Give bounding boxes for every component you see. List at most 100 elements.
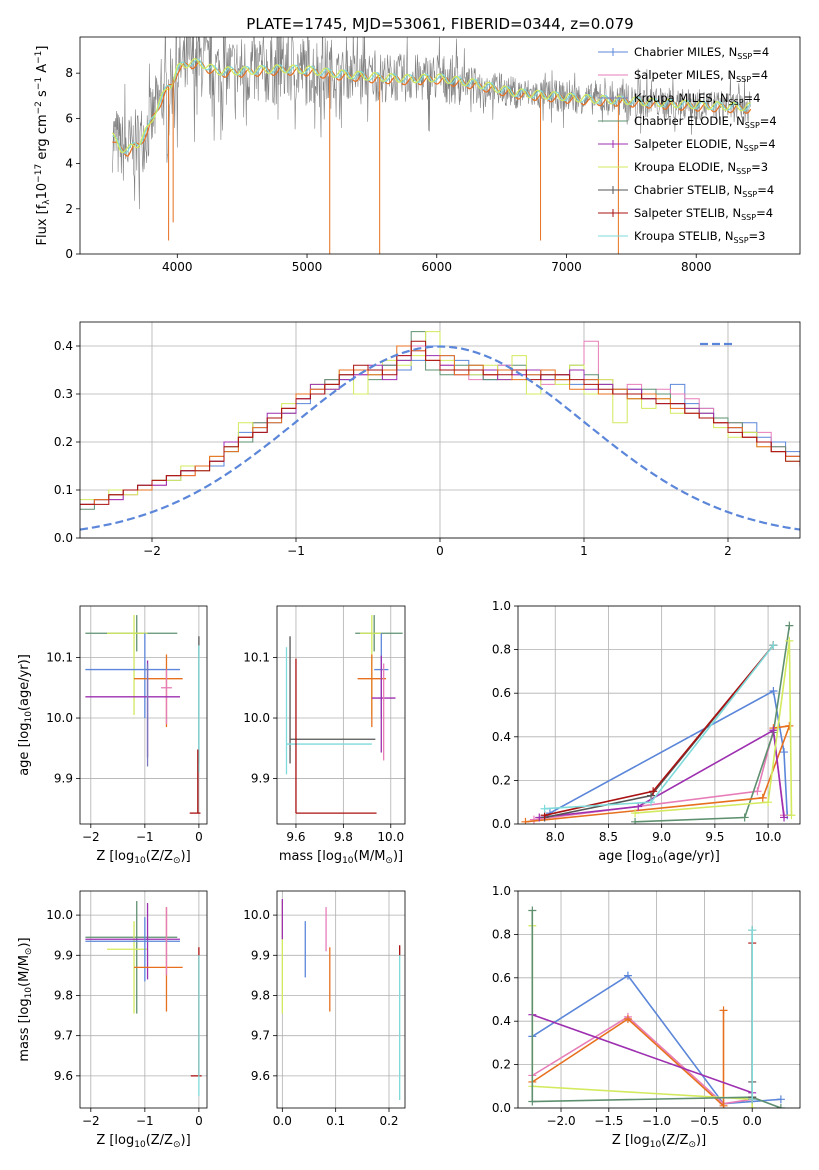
residual-histogram-panel: −2 −1 0 1 2 0.0 0.1 0.2 0.3 0.4 (54, 321, 801, 558)
plot-area (521, 621, 796, 824)
y-tick-label: 9.9 (251, 772, 270, 786)
legend-label: Salpeter ELODIE, NSSP=4 (634, 137, 776, 153)
figure-title: PLATE=1745, MJD=53061, FIBERID=0344, z=0… (246, 15, 633, 33)
legend-label-name: Kroupa ELODIE, N (634, 160, 736, 174)
series-point (785, 721, 794, 730)
y-axis-label-part: ] (35, 46, 50, 51)
series-point (740, 813, 749, 822)
axes-frame (276, 605, 406, 825)
x-axis-label-part: )] (393, 849, 403, 864)
x-tick-label: 9.5 (705, 830, 724, 844)
x-tick-label: −0.5 (690, 1114, 719, 1128)
series-line (525, 724, 791, 823)
y-tick-label: 2 (65, 202, 73, 216)
x-tick-label: −1.5 (594, 1114, 623, 1128)
y-axis-label-part: age [log (17, 723, 32, 776)
plot-area (80, 331, 800, 531)
histogram-series (80, 340, 800, 510)
series-point (776, 1104, 785, 1108)
legend-label-suffix: =4 (752, 45, 769, 59)
x-axis-label-part: ⊙ (688, 1140, 696, 1150)
series-point (748, 1104, 757, 1108)
legend-label-name: Kroupa MILES, N (634, 91, 729, 105)
x-axis-label: Z [log10(Z/Z⊙)] (612, 1133, 706, 1150)
plot-area (111, 37, 752, 254)
series-line (531, 910, 782, 1108)
x-tick-label: −2 (82, 1114, 100, 1128)
plot-area (528, 906, 785, 1108)
mass-vs-metallicity-panel: −2 −1 09.69.79.89.910.0Z [log10(Z/Z⊙)]mass… (17, 890, 208, 1150)
y-tick-label: 0.4 (492, 730, 511, 744)
x-axis-label-part: ⊙ (385, 856, 393, 866)
legend-label-sub: SSP (736, 75, 751, 84)
y-tick-label: 0.8 (492, 927, 511, 941)
x-tick-label: 1 (580, 544, 588, 558)
series-point (780, 748, 789, 757)
legend-label: Kroupa STELIB, NSSP=3 (634, 229, 765, 245)
plot-area (85, 901, 202, 1096)
x-tick-label: −1 (136, 830, 154, 844)
x-axis-label-part: )] (696, 1133, 706, 1148)
x-axis-label-part: 10 (651, 856, 663, 866)
series-point (521, 817, 530, 824)
x-axis-label: Z [log10(Z/Z⊙)] (96, 1133, 190, 1150)
x-tick-label: 0 (195, 830, 203, 844)
x-tick-label: −1 (287, 544, 305, 558)
y-axis-label-part: −17 (34, 164, 44, 183)
x-tick-label: 0.0 (743, 1114, 762, 1128)
x-tick-label: 10.0 (377, 830, 404, 844)
legend-label: Chabrier MILES, NSSP=4 (634, 45, 769, 61)
y-axis-label-part: 10 (24, 711, 34, 723)
legend-label-suffix: =3 (749, 229, 766, 243)
x-tick-label: 2 (724, 544, 732, 558)
y-tick-label: 6 (65, 111, 73, 125)
x-tick-label: 0.1 (326, 1114, 345, 1128)
x-tick-label: 6000 (421, 260, 452, 274)
legend-label-name: Salpeter MILES, N (634, 68, 736, 82)
legend-label-suffix: =3 (751, 160, 768, 174)
y-axis-label: mass [log10(M/M⊙)] (17, 937, 34, 1061)
mass-weight-vs-metallicity-panel: −2.0 −1.5 −1.0 −0.5 0.0 0.0 0.2 0.4 0.6 0.8 1.0 Z [… (492, 884, 801, 1150)
x-axis-label-part: Z [log (96, 1133, 134, 1148)
series-point (649, 787, 658, 796)
legend-label-name: Salpeter ELODIE, N (634, 137, 744, 151)
series-point (764, 798, 773, 807)
y-axis-label-part: −1 (34, 77, 44, 90)
legend-label: Chabrier STELIB, NSSP=4 (634, 183, 774, 199)
legend-label-sub: SSP (734, 236, 749, 245)
legend-label-name: Salpeter STELIB, N (634, 206, 741, 220)
legend-label-sub: SSP (745, 121, 760, 130)
x-axis-label: Z [log10(Z/Z⊙)] (96, 849, 190, 866)
series-point (719, 1101, 728, 1108)
series-point (785, 621, 794, 630)
plot-area (285, 615, 403, 814)
x-tick-label: 4000 (162, 260, 193, 274)
legend-label: Chabrier ELODIE, NSSP=4 (634, 114, 777, 130)
legend-label-suffix: =4 (760, 114, 777, 128)
legend-label: Kroupa MILES, NSSP=4 (634, 91, 760, 107)
y-axis-label-part: s (35, 90, 50, 101)
age-vs-metallicity-panel: −2 −1 09.910.010.1Z [log10(Z/Z⊙)]age [log1… (17, 605, 208, 866)
series-point (753, 787, 762, 796)
y-axis-label-part: erg cm (35, 114, 50, 163)
mass-weight-vs-age-panel: 8.0 8.5 9.0 9.5 10.0 0.0 0.2 0.4 0.6 0.8 1.0 age [l… (492, 599, 801, 866)
legend-label: Kroupa ELODIE, NSSP=3 (634, 160, 768, 176)
histogram-series (80, 340, 800, 510)
mass-vs-extinction-panel: 0.0 0.1 0.2 9.6 9.7 9.8 9.9 10.0 (243, 890, 406, 1128)
y-tick-label: 8 (65, 66, 73, 80)
x-tick-label: 9.6 (286, 830, 305, 844)
legend-label-name: Chabrier ELODIE, N (634, 114, 745, 128)
y-tick-label: 0.1 (54, 483, 73, 497)
series-line (531, 1015, 753, 1105)
x-tick-label: 5000 (292, 260, 323, 274)
y-tick-label: 0.0 (492, 817, 511, 831)
y-tick-label: 9.6 (251, 1069, 270, 1083)
legend-label-sub: SSP (737, 52, 752, 61)
series-point (631, 809, 640, 818)
model-spectrum-line (112, 58, 752, 154)
normal-curve (80, 345, 800, 531)
x-axis-label: age [log10(age/yr)] (598, 849, 720, 866)
series-point (787, 811, 796, 820)
y-tick-label: 0.6 (492, 686, 511, 700)
